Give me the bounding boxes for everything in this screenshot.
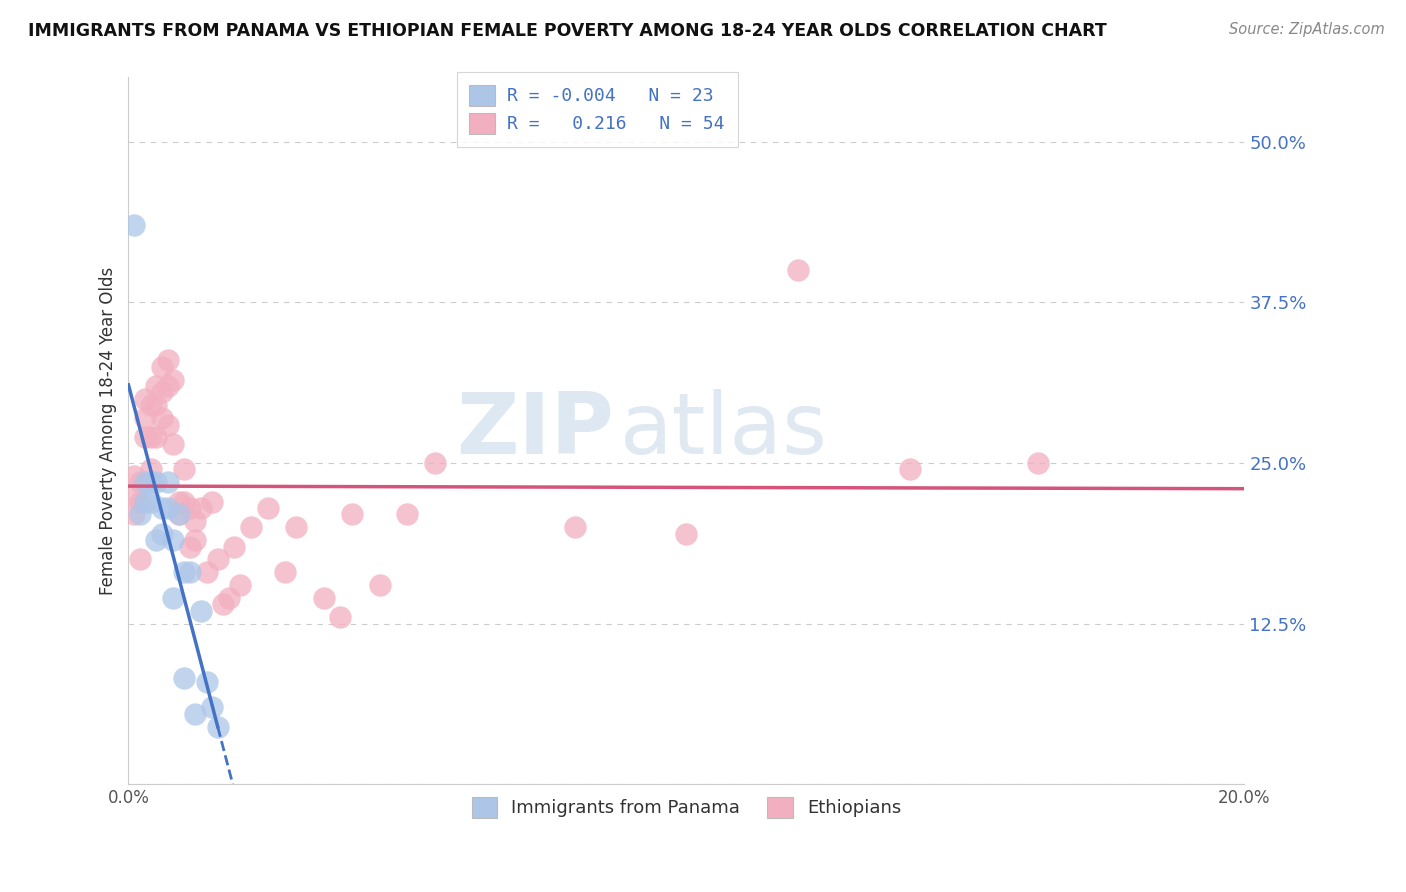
Point (145, 533, 167, 548)
Point (156, 475, 179, 490)
Point (273, 566, 295, 580)
Point (128, 494, 150, 508)
Point (195, 674, 218, 689)
Point (195, 566, 218, 580)
Point (156, 353, 179, 368)
Point (173, 566, 195, 580)
Point (179, 566, 201, 580)
Point (1026, 456, 1049, 470)
Point (145, 475, 167, 490)
Point (218, 591, 240, 605)
Point (134, 494, 156, 508)
Point (201, 494, 224, 508)
Point (167, 494, 190, 508)
Point (134, 475, 156, 490)
Point (128, 552, 150, 566)
Text: ZIP: ZIP (456, 390, 614, 473)
Point (139, 475, 162, 490)
Point (396, 508, 419, 522)
Point (229, 578, 252, 592)
Point (162, 533, 184, 548)
Point (340, 508, 363, 522)
Point (122, 469, 145, 483)
Point (150, 359, 173, 374)
Point (312, 591, 335, 605)
Point (284, 520, 307, 534)
Point (184, 533, 207, 548)
Point (898, 462, 921, 476)
Point (190, 501, 212, 516)
Point (122, 508, 145, 522)
Point (368, 578, 391, 592)
Point (145, 430, 167, 444)
Point (212, 598, 235, 612)
Point (675, 526, 697, 541)
Point (201, 700, 224, 714)
Point (190, 604, 212, 618)
Point (787, 263, 810, 277)
Point (128, 475, 150, 490)
Point (150, 411, 173, 425)
Point (134, 411, 156, 425)
Point (184, 706, 207, 721)
Point (329, 610, 352, 624)
Point (150, 501, 173, 516)
Point (162, 437, 184, 451)
Point (564, 520, 586, 534)
Point (173, 671, 195, 685)
Point (139, 398, 162, 412)
Point (139, 462, 162, 476)
Point (156, 379, 179, 393)
Point (257, 501, 280, 516)
Point (179, 501, 201, 516)
Text: atlas: atlas (620, 390, 828, 473)
Point (207, 720, 229, 734)
Y-axis label: Female Poverty Among 18-24 Year Olds: Female Poverty Among 18-24 Year Olds (100, 267, 117, 595)
Text: Source: ZipAtlas.com: Source: ZipAtlas.com (1229, 22, 1385, 37)
Point (122, 488, 145, 502)
Point (128, 508, 150, 522)
Point (139, 494, 162, 508)
Point (167, 508, 190, 522)
Point (179, 540, 201, 554)
Point (173, 462, 195, 476)
Point (167, 508, 190, 522)
Legend: Immigrants from Panama, Ethiopians: Immigrants from Panama, Ethiopians (464, 789, 908, 825)
Point (145, 379, 167, 393)
Text: IMMIGRANTS FROM PANAMA VS ETHIOPIAN FEMALE POVERTY AMONG 18-24 YEAR OLDS CORRELA: IMMIGRANTS FROM PANAMA VS ETHIOPIAN FEMA… (28, 22, 1107, 40)
Point (207, 552, 229, 566)
Point (145, 398, 167, 412)
Point (134, 392, 156, 406)
Point (150, 385, 173, 400)
Point (134, 430, 156, 444)
Point (139, 430, 162, 444)
Point (425, 456, 447, 470)
Point (184, 514, 207, 528)
Point (240, 520, 263, 534)
Point (173, 494, 195, 508)
Point (122, 219, 145, 233)
Point (162, 591, 184, 605)
Point (156, 501, 179, 516)
Point (162, 372, 184, 386)
Point (156, 417, 179, 432)
Point (224, 540, 246, 554)
Point (150, 526, 173, 541)
